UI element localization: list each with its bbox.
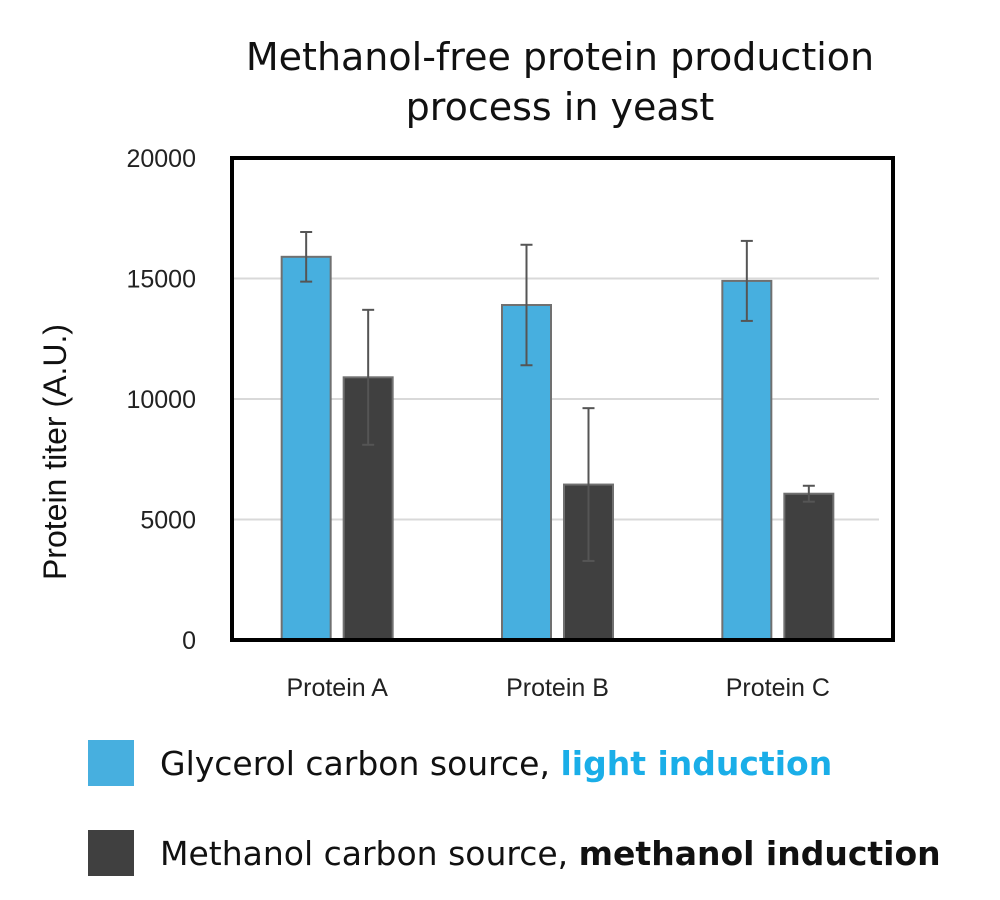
plot-frame [230, 156, 895, 642]
legend-label-methanol: Methanol carbon source, methanol inducti… [160, 834, 941, 873]
y-tick-label: 15000 [126, 266, 196, 294]
y-tick-label: 5000 [140, 507, 196, 535]
y-axis-label: Protein titer (A.U.) [37, 324, 73, 580]
chart-title: Methanol-free protein production process… [200, 32, 920, 132]
legend-item-methanol: Methanol carbon source, methanol inducti… [88, 830, 941, 876]
chart-title-line-1: Methanol-free protein production [245, 35, 875, 79]
x-tick-label: Protein A [286, 674, 388, 702]
x-tick-label: Protein C [726, 674, 830, 702]
y-tick-label: 0 [182, 627, 196, 655]
bar [280, 255, 332, 641]
legend-text-bold: light induction [560, 743, 833, 783]
y-tick-label: 20000 [126, 145, 196, 173]
legend-text-bold: methanol induction [578, 833, 941, 873]
bar [783, 492, 835, 642]
legend-item-glycerol: Glycerol carbon source, light induction [88, 740, 832, 786]
legend-swatch-glycerol [88, 740, 134, 786]
legend-swatch-methanol [88, 830, 134, 876]
legend-text: Glycerol carbon source, [160, 743, 561, 783]
bar [721, 279, 773, 641]
legend-label-glycerol: Glycerol carbon source, light induction [160, 744, 832, 783]
x-tick-label: Protein B [506, 674, 609, 702]
y-tick-label: 10000 [126, 386, 196, 414]
chart-title-line-2: process in yeast [405, 85, 715, 129]
legend-text: Methanol carbon source, [160, 833, 579, 873]
